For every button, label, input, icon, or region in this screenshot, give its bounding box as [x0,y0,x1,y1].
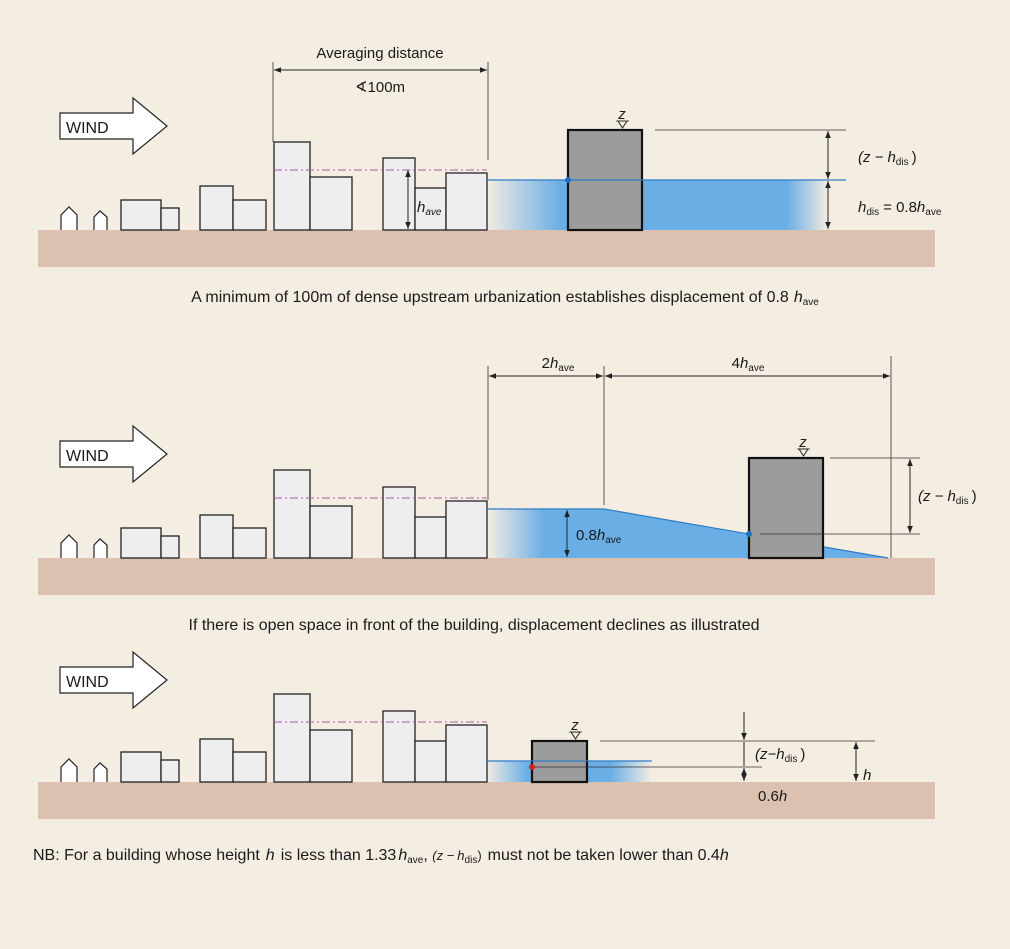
building [414,187,447,231]
point-six-h-label: 0.6h [758,788,787,805]
building [309,176,353,231]
building [309,505,353,559]
building [414,516,447,559]
minimum-distance-label: ∢100m [355,79,405,96]
panel-2-caption: If there is open space in front of the b… [189,617,760,634]
building [445,172,488,231]
building [309,729,353,783]
target-building [747,456,825,560]
panel-2-open-space: WIND 2have 4have 0.8have z [38,355,977,634]
building [199,514,234,559]
h-dis-equation: hdis = 0.8have [858,199,942,218]
averaging-distance-label: Averaging distance [316,45,443,62]
h-ave-label: have [417,199,442,218]
wind-arrow-icon: WIND [59,650,168,710]
building [160,207,180,231]
z-label: z [617,106,626,123]
eight-tenths-h-ave-label: 0.8have [576,527,622,546]
z-minus-hdis-label: (z − hdis) [918,488,977,507]
building [160,535,180,559]
displacement-point [746,531,752,537]
wind-label: WIND [66,674,109,691]
building [414,740,447,783]
house-icon [60,534,78,558]
building [120,199,162,231]
ground-strip [38,558,935,595]
building [382,710,416,783]
four-h-ave-label: 4have [732,355,765,374]
house-icon [93,538,108,558]
panel-1-caption: A minimum of 100m of dense upstream urba… [191,289,819,308]
wind-label: WIND [66,120,109,137]
building [445,724,488,783]
wind-arrow-icon: WIND [59,96,168,156]
two-h-ave-label: 2have [542,355,575,374]
house-icon [60,206,78,230]
displacement-zone [488,509,888,558]
building [445,500,488,559]
h-label: h [863,767,871,784]
wind-arrow-icon: WIND [59,424,168,484]
building [382,157,416,231]
house-icon [93,210,108,230]
ground-strip [38,782,935,819]
ground-strip [38,230,935,267]
panel-1-dense-urbanization: WIND have Averaging distance ∢100m z [38,45,942,308]
building [199,738,234,783]
house-icon [60,758,78,782]
wind-label: WIND [66,448,109,465]
z-minus-hdis-label: (z − hdis) [858,149,917,168]
level-marker-icon [570,731,581,740]
building [273,693,311,783]
building [273,469,311,559]
level-marker-icon [798,448,809,457]
building [232,751,267,783]
panel-3-low-building: WIND z (z−hdis) 0.6h h NB: For a buildin… [33,650,935,866]
building [232,199,267,231]
displacement-decline-line [603,508,889,559]
building [199,185,234,231]
z-minus-hdis-label: (z−hdis) [755,746,805,765]
z-label: z [798,434,807,451]
displacement-point [529,764,535,770]
building [160,759,180,783]
building [273,141,311,231]
building [120,527,162,559]
displacement-point [565,177,571,183]
building [382,486,416,559]
z-label: z [570,717,579,734]
displacement-zone [486,180,828,230]
building [232,527,267,559]
building [120,751,162,783]
panel-3-note: NB: For a building whose height h is less … [33,847,729,866]
house-icon [93,762,108,782]
